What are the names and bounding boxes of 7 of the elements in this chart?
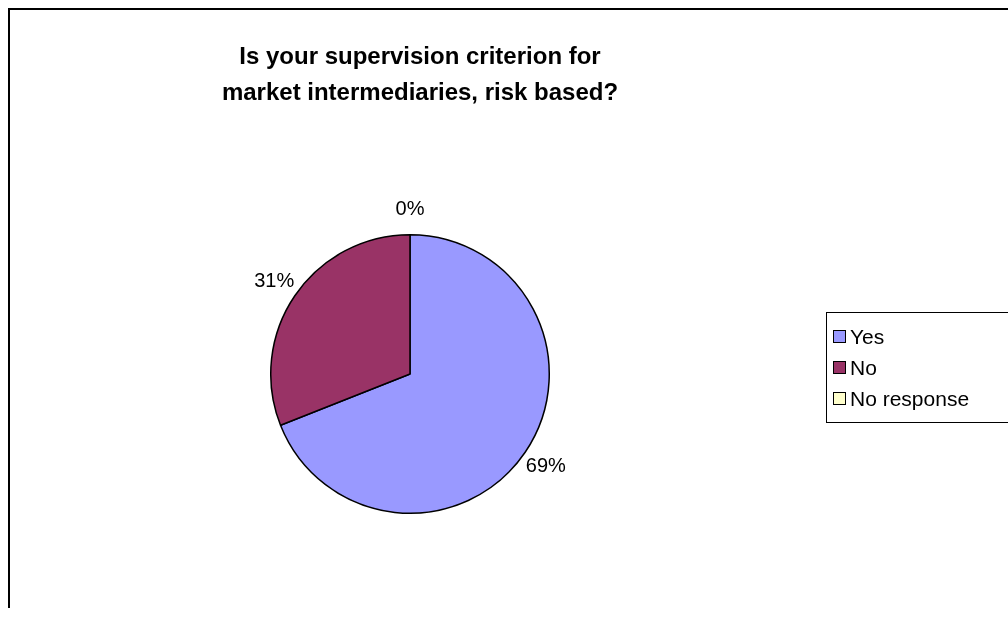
legend-label: No response [850,386,970,411]
legend-label: No [850,355,877,380]
legend-label: Yes [850,324,885,349]
text: 0% [395,197,425,220]
data-label: 31% [254,269,295,292]
chart-title: Is your supervision criterion for market intermediaries, risk based? [220,41,620,107]
data-label: 69% [525,453,567,476]
